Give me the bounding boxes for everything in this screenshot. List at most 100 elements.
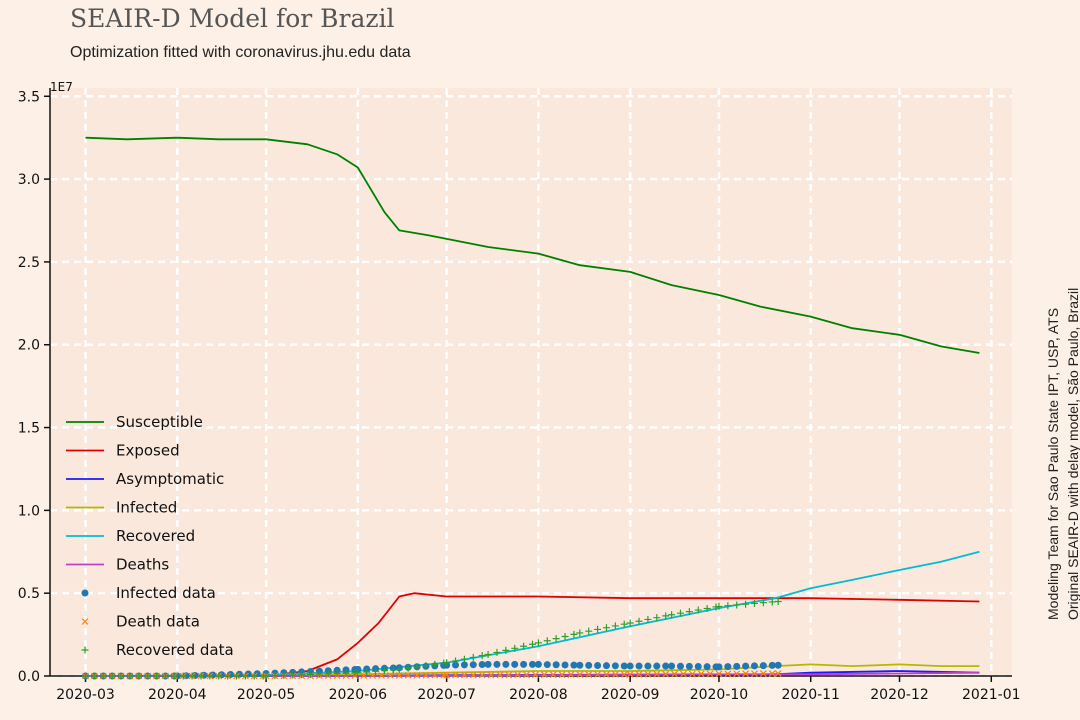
data-point	[135, 672, 143, 680]
data-point	[502, 660, 510, 668]
data-point	[611, 662, 619, 670]
data-point	[404, 664, 412, 672]
x-tick-label: 2020-08	[509, 687, 568, 703]
data-point	[543, 637, 551, 645]
data-point	[715, 602, 723, 610]
data-point	[153, 672, 161, 680]
data-point	[452, 657, 460, 665]
data-point	[635, 662, 643, 670]
data-point	[431, 660, 439, 668]
data-point	[626, 670, 634, 678]
data-point	[603, 671, 610, 678]
data-point	[443, 671, 451, 679]
x-tick-label: 2021-01	[962, 687, 1021, 703]
data-point	[668, 611, 676, 619]
data-point	[653, 670, 661, 678]
data-point	[81, 646, 89, 654]
data-point	[280, 671, 288, 679]
data-point	[82, 672, 90, 680]
data-point	[662, 670, 670, 678]
data-point	[602, 662, 610, 670]
data-point	[680, 670, 687, 678]
data-point	[469, 653, 477, 661]
data-point	[378, 672, 385, 679]
data-point	[505, 671, 513, 679]
data-point	[561, 661, 569, 669]
data-point	[496, 671, 504, 679]
x-tick-label: 2020-05	[237, 687, 296, 703]
data-point	[594, 662, 602, 670]
data-point	[570, 661, 578, 669]
data-point	[644, 662, 652, 670]
data-point	[549, 671, 557, 679]
y-tick-label: 0.0	[18, 669, 40, 685]
data-point	[188, 672, 196, 680]
data-point	[585, 661, 593, 669]
data-point	[528, 640, 536, 648]
data-point	[333, 669, 341, 677]
data-point	[742, 670, 750, 678]
data-point	[534, 639, 542, 647]
data-point	[484, 650, 492, 658]
data-point	[404, 671, 412, 679]
data-point	[552, 635, 560, 643]
data-point	[298, 671, 306, 679]
data-point	[487, 671, 495, 679]
legend-label-exposed: Exposed	[116, 442, 180, 460]
legend-label-susceptible: Susceptible	[116, 413, 203, 431]
data-point	[511, 644, 519, 652]
data-point	[685, 608, 693, 616]
data-point	[523, 671, 530, 679]
data-point	[528, 660, 536, 668]
data-point	[484, 660, 492, 668]
data-point	[768, 670, 776, 677]
data-point	[90, 672, 98, 680]
x-tick-label: 2020-12	[870, 687, 929, 703]
data-point	[676, 662, 684, 670]
data-point	[81, 618, 89, 625]
data-point	[774, 670, 782, 677]
data-point	[502, 646, 510, 654]
data-point	[552, 661, 560, 669]
data-point	[662, 612, 670, 620]
data-point	[671, 670, 678, 678]
data-point	[215, 672, 223, 680]
data-point	[733, 670, 741, 678]
data-point	[751, 670, 758, 678]
legend-label-asymptomatic: Asymptomatic	[116, 470, 224, 488]
data-point	[144, 672, 152, 680]
data-point	[576, 629, 584, 637]
data-point	[99, 672, 107, 680]
data-point	[324, 670, 332, 678]
data-point	[460, 655, 468, 663]
y-tick-label: 0.5	[18, 586, 40, 602]
data-point	[372, 667, 380, 675]
data-point	[567, 671, 575, 679]
data-point	[676, 609, 684, 617]
x-tick-label: 2020-07	[417, 687, 476, 703]
data-point	[380, 667, 388, 675]
data-point	[206, 672, 214, 680]
legend-label-recovered-data: Recovered data	[116, 641, 234, 659]
data-point	[626, 662, 634, 670]
data-point	[117, 672, 125, 680]
data-point	[653, 662, 661, 670]
data-point	[561, 632, 569, 640]
data-point	[594, 671, 602, 678]
data-point	[668, 662, 676, 670]
legend-label-deaths: Deaths	[116, 556, 169, 574]
data-point	[452, 661, 460, 669]
data-point	[685, 662, 693, 670]
data-point	[662, 662, 670, 670]
chart-subtitle: Optimization fitted with coronavirus.jhu…	[70, 44, 411, 61]
data-point	[635, 670, 643, 678]
data-point	[635, 617, 643, 625]
data-point	[469, 671, 477, 679]
data-point	[697, 670, 705, 678]
legend-label-infected-data: Infected data	[116, 584, 216, 602]
data-point	[460, 661, 468, 669]
data-point	[644, 670, 652, 678]
data-point	[759, 599, 767, 607]
data-point	[520, 660, 528, 668]
data-point	[395, 671, 403, 679]
